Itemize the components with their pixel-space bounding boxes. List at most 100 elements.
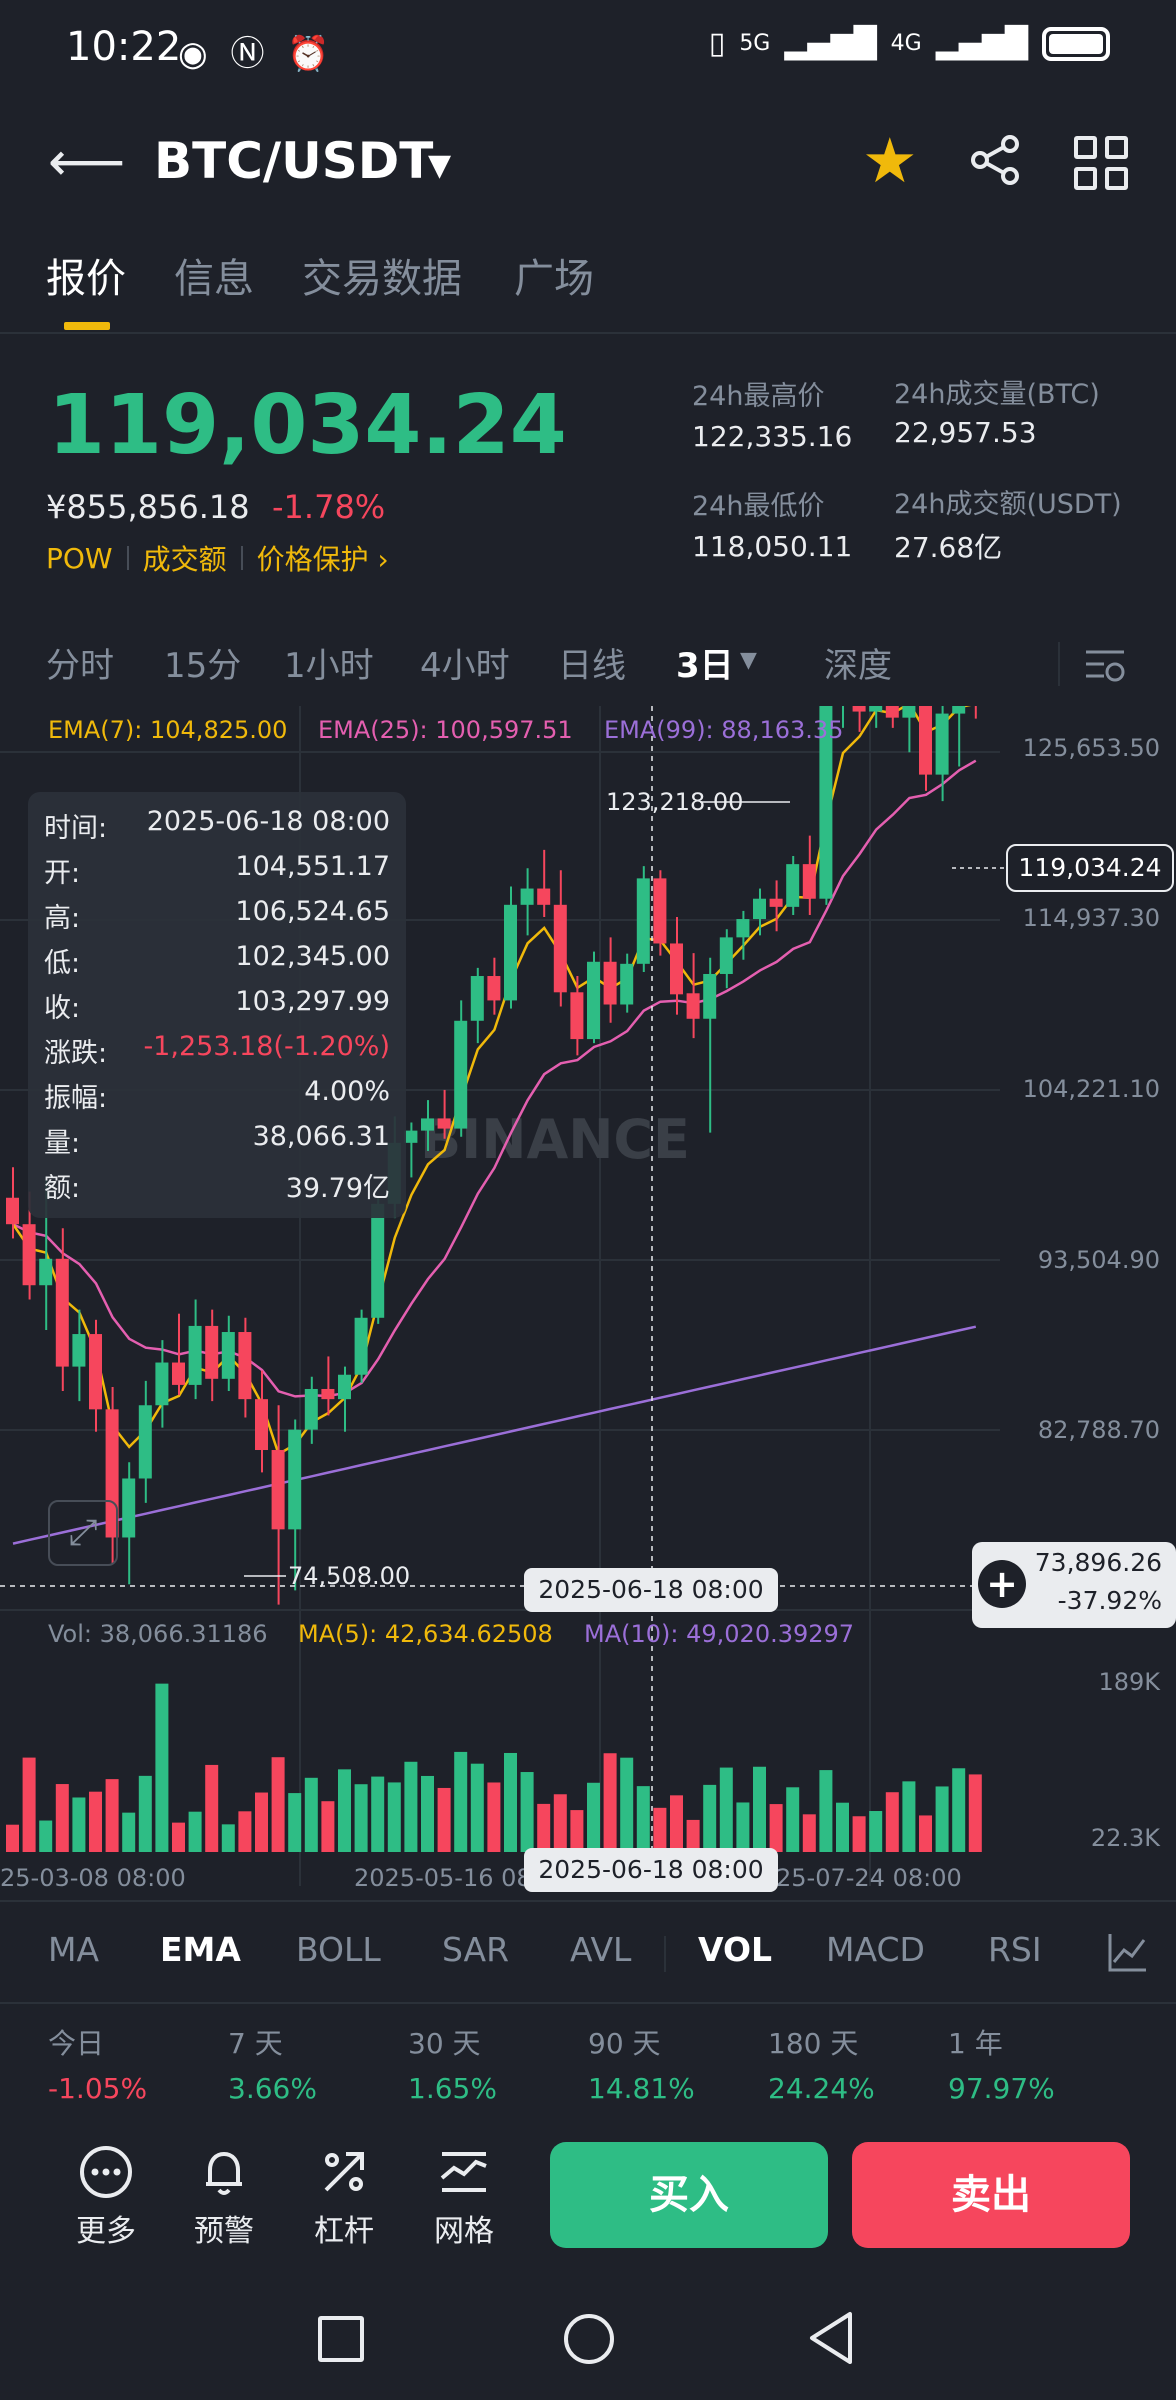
volume-bar: [869, 1811, 883, 1852]
stat-vol-label: 24h成交量(BTC): [894, 379, 1100, 410]
candlestick-chart[interactable]: 125,653.50 114,937.30 104,221.10 93,504.90 8…: [0, 706, 1176, 1900]
candle-body: [537, 888, 551, 905]
indicator-ma[interactable]: MA: [48, 1930, 100, 1969]
interval-depth[interactable]: 深度: [824, 646, 892, 686]
candle-body: [89, 1334, 102, 1410]
indicator-sar[interactable]: SAR: [442, 1930, 510, 1969]
divider: [240, 546, 243, 570]
interval-1h[interactable]: 1小时: [284, 646, 374, 686]
tag-pow[interactable]: POW: [46, 541, 113, 575]
grid-trading-icon-svg: [440, 2152, 487, 2192]
perf-value-180d: 24.24%: [768, 2072, 875, 2105]
tooltip-row: 收: 103,297.99: [44, 986, 390, 1024]
stat-low-value: 118,050.11: [692, 530, 853, 563]
divider: [664, 1936, 666, 1972]
candle-body: [155, 1362, 169, 1406]
volume-bar: [603, 1753, 617, 1852]
indicator-settings-icon[interactable]: [1106, 1930, 1150, 1978]
volume-bar: [238, 1811, 252, 1852]
candle-body: [686, 993, 700, 1019]
grid-menu-icon[interactable]: [1074, 136, 1128, 190]
pair-title[interactable]: BTC/USDT: [154, 132, 434, 190]
indicator-settings-icon-svg: [1108, 1934, 1146, 1972]
alert-label: 预警: [194, 2214, 254, 2249]
interval-4h[interactable]: 4小时: [420, 646, 510, 686]
candle-body: [238, 1332, 252, 1400]
candle-body: [55, 1258, 69, 1367]
leverage-label: 杠杆: [314, 2214, 374, 2249]
candle-body: [6, 1197, 19, 1225]
candle-body: [603, 961, 617, 1005]
candle-body: [653, 878, 667, 944]
stat-low-label: 24h最低价: [692, 491, 825, 522]
volume-bar: [686, 1819, 700, 1852]
time-axis-label: 25-03-08 08:00: [0, 1864, 186, 1892]
interval-3d[interactable]: 3日: [676, 646, 734, 686]
perf-value-1y: 97.97%: [948, 2072, 1055, 2105]
tooltip-row: 高: 106,524.65: [44, 896, 390, 934]
indicator-ema[interactable]: EMA: [160, 1930, 241, 1969]
system-nav-bar: [0, 2280, 1176, 2400]
interval-1d[interactable]: 日线: [558, 646, 626, 686]
candle-body: [786, 864, 800, 907]
star-icon[interactable]: ★: [862, 124, 918, 197]
volume-legend: Vol: 38,066.31186: [48, 1620, 268, 1648]
sell-button[interactable]: 卖出: [852, 2142, 1130, 2248]
divider: [126, 546, 129, 570]
volume-bar: [786, 1787, 800, 1852]
grid-trading-button[interactable]: 网格: [416, 2144, 512, 2250]
eye-icon: ◉: [178, 34, 214, 74]
volume-bar: [570, 1810, 584, 1852]
more-button[interactable]: 更多: [58, 2144, 154, 2250]
recent-apps-icon[interactable]: [318, 2316, 364, 2362]
buy-button[interactable]: 买入: [550, 2142, 828, 2248]
volume-bar: [105, 1779, 119, 1852]
tag-price-protection[interactable]: 价格保护 ›: [256, 543, 389, 576]
interval-timeline[interactable]: 分时: [46, 646, 114, 686]
indicator-vol[interactable]: VOL: [698, 1930, 773, 1969]
candle-body: [570, 992, 584, 1040]
price-axis-label: 125,653.50: [1023, 734, 1160, 762]
indicator-rsi[interactable]: RSI: [988, 1930, 1042, 1969]
volume-bar: [354, 1784, 368, 1852]
more-icon: [58, 2144, 154, 2204]
share-icon[interactable]: [968, 132, 1024, 200]
chevron-down-icon[interactable]: ▼: [428, 148, 452, 183]
tab-trading-data[interactable]: 交易数据: [302, 256, 462, 302]
low-label: 74,508.00: [288, 1562, 410, 1590]
back-arrow-icon[interactable]: ⟵: [48, 130, 126, 193]
vibrate-icon: ▯: [708, 26, 726, 61]
volume-axis-label: 189K: [1098, 1668, 1161, 1696]
volume-bar: [885, 1792, 899, 1852]
expand-chart-icon[interactable]: ⤢: [48, 1500, 118, 1566]
volume-bar: [338, 1769, 351, 1852]
time-axis-label: 25-07-24 08:00: [776, 1864, 962, 1892]
volume-bar: [719, 1767, 733, 1852]
back-nav-icon-svg: [810, 2312, 852, 2364]
status-left-icons: ◉ Ⓝ ⏰: [178, 26, 336, 75]
volume-bar: [836, 1802, 849, 1852]
tag-turnover[interactable]: 成交额: [142, 543, 227, 576]
candle-body: [321, 1388, 335, 1400]
indicator-boll[interactable]: BOLL: [296, 1930, 381, 1969]
indicator-macd[interactable]: MACD: [826, 1930, 925, 1969]
price-axis-label: 82,788.70: [1038, 1416, 1160, 1444]
tab-quote[interactable]: 报价: [46, 256, 126, 302]
crosshair-price-box[interactable]: + 73,896.26 -37.92%: [972, 1542, 1176, 1628]
tab-info[interactable]: 信息: [174, 256, 254, 302]
leverage-button[interactable]: 杠杆: [296, 2144, 392, 2250]
volume-bar: [205, 1764, 219, 1852]
tab-square[interactable]: 广场: [514, 256, 594, 302]
plus-icon[interactable]: +: [978, 1560, 1026, 1608]
chevron-down-icon[interactable]: ▼: [740, 648, 757, 673]
alert-button[interactable]: 预警: [176, 2144, 272, 2250]
interval-15m[interactable]: 15分: [164, 646, 242, 686]
stat-vol-value: 22,957.53: [894, 416, 1037, 449]
home-icon[interactable]: [564, 2314, 614, 2364]
candle-body: [719, 937, 733, 974]
chart-settings-icon[interactable]: [1082, 642, 1128, 692]
indicator-avl[interactable]: AVL: [570, 1930, 632, 1969]
back-nav-icon[interactable]: [806, 2310, 856, 2370]
perf-label-30d: 30 天: [408, 2027, 481, 2060]
volume-bar: [470, 1763, 484, 1852]
